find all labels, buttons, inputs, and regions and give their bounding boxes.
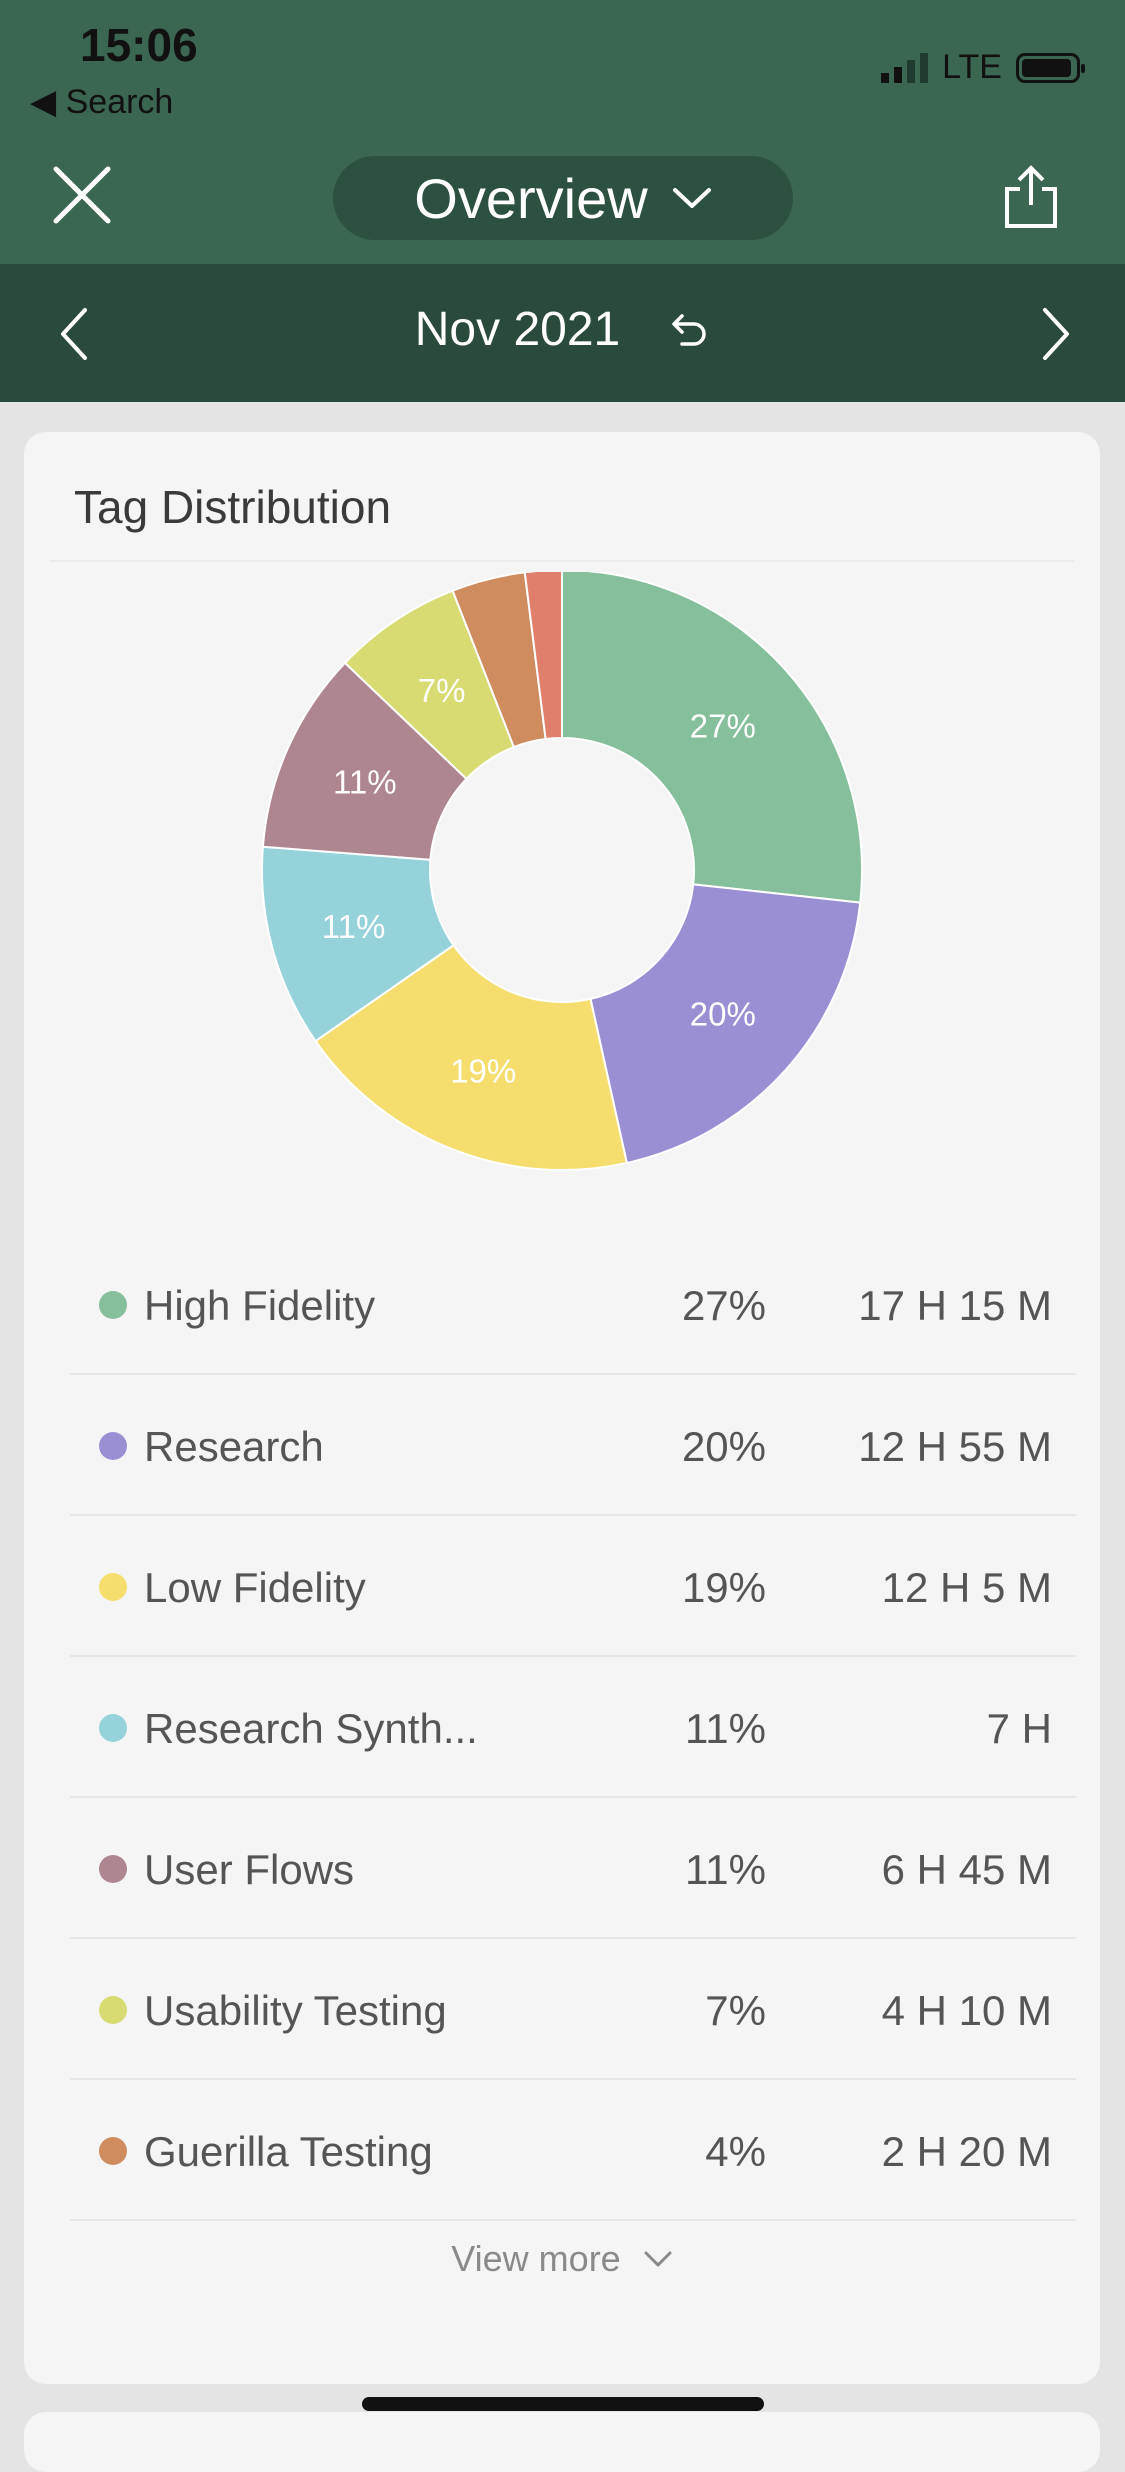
legend-tag-name: Guerilla Testing <box>144 2128 433 2175</box>
slice-label: 19% <box>450 1053 516 1090</box>
legend-row[interactable]: User Flows 11% 6 H 45 M <box>70 1798 1076 1939</box>
battery-icon <box>1016 52 1085 83</box>
legend-tag-name: User Flows <box>144 1846 355 1893</box>
divider <box>50 560 1074 562</box>
donut-slice[interactable] <box>314 943 628 1171</box>
donut-chart: 27% 20% 19% 11% 11% 7% <box>261 572 863 1171</box>
network-label: LTE <box>942 48 1002 86</box>
legend-percentage: 19% <box>681 1564 766 1611</box>
legend-duration: 6 H 45 M <box>881 1846 1052 1893</box>
legend-row[interactable]: Usability Testing 7% 4 H 10 M <box>70 1939 1076 2080</box>
legend-duration: 2 H 20 M <box>881 2128 1052 2175</box>
legend-percentage: 11% <box>685 1705 766 1752</box>
legend-row[interactable]: Guerilla Testing 4% 2 H 20 M <box>70 2080 1076 2221</box>
legend-duration: 4 H 10 M <box>881 1987 1052 2034</box>
view-selector[interactable]: Overview <box>333 156 793 240</box>
legend-tag-name: Research Synth... <box>144 1705 478 1752</box>
legend-percentage: 27% <box>681 1282 766 1329</box>
back-triangle-icon: ◀ <box>30 83 57 121</box>
slice-label: 27% <box>690 707 756 744</box>
legend-row[interactable]: Low Fidelity 19% 12 H 5 M <box>70 1516 1076 1657</box>
back-label: Search <box>65 83 174 121</box>
legend-tag-name: Low Fidelity <box>144 1564 366 1611</box>
status-indicators: LTE <box>881 48 1085 87</box>
top-bar: 15:06 ◀ Search LTE Overview <box>0 0 1125 264</box>
close-icon[interactable] <box>52 165 112 225</box>
donut-slice[interactable] <box>523 572 563 741</box>
chevron-right-icon[interactable] <box>1035 304 1075 364</box>
status-time: 15:06 <box>80 19 198 71</box>
legend-duration: 17 H 15 M <box>858 1282 1052 1329</box>
share-icon[interactable] <box>1002 165 1060 229</box>
legend-row[interactable]: Research 20% 12 H 55 M <box>70 1375 1076 1516</box>
legend-percentage: 11% <box>685 1846 766 1893</box>
date-text: Nov 2021 <box>414 303 621 356</box>
legend-row[interactable]: High Fidelity 27% 17 H 15 M <box>70 1234 1076 1375</box>
slice-label: 7% <box>418 672 466 709</box>
card-title: Tag Distribution <box>74 481 392 533</box>
donut-slice[interactable] <box>261 661 468 861</box>
date-navigation: Nov 2021 <box>0 264 1125 402</box>
legend-color-dot <box>99 1291 127 1319</box>
legend-duration: 12 H 55 M <box>858 1423 1052 1470</box>
legend-tag-name: High Fidelity <box>144 1282 376 1329</box>
chevron-down-icon <box>672 188 711 208</box>
legend-color-dot <box>99 1855 127 1883</box>
signal-icon <box>881 52 929 83</box>
back-to-search[interactable]: ◀ Search <box>30 82 173 122</box>
slice-label: 11% <box>322 908 386 945</box>
reset-date-icon[interactable] <box>670 310 710 350</box>
legend-row[interactable]: Research Synth... 11% 7 H <box>70 1657 1076 1798</box>
chevron-left-icon[interactable] <box>55 304 95 364</box>
legend-duration: 12 H 5 M <box>881 1564 1052 1611</box>
view-more-button[interactable]: View more <box>24 2238 1100 2280</box>
date-label: Nov 2021 <box>0 302 1125 357</box>
donut-slice[interactable] <box>589 883 862 1165</box>
next-card <box>24 2412 1100 2472</box>
legend-color-dot <box>99 1432 127 1460</box>
chevron-down-icon <box>644 2251 672 2267</box>
donut-slice[interactable] <box>561 572 863 904</box>
legend-percentage: 20% <box>681 1423 766 1470</box>
home-indicator <box>362 2397 764 2411</box>
legend-tag-name: Usability Testing <box>144 1987 447 2034</box>
view-selector-label: Overview <box>414 166 648 230</box>
slice-label: 20% <box>690 996 756 1033</box>
legend-percentage: 7% <box>705 1987 766 2034</box>
slice-label: 11% <box>333 763 397 800</box>
tag-distribution-card: Tag Distribution 27% 20% 19% 11% 11% 7% High … <box>24 432 1100 2384</box>
donut-slice[interactable] <box>261 845 455 1043</box>
legend-color-dot <box>99 1573 127 1601</box>
legend-color-dot <box>99 1714 127 1742</box>
view-more-label: View more <box>451 2238 621 2279</box>
legend-color-dot <box>99 1996 127 2024</box>
legend-percentage: 4% <box>705 2128 766 2175</box>
legend-tag-name: Research <box>144 1423 324 1470</box>
legend-duration: 7 H <box>986 1705 1052 1752</box>
legend-color-dot <box>99 2137 127 2165</box>
